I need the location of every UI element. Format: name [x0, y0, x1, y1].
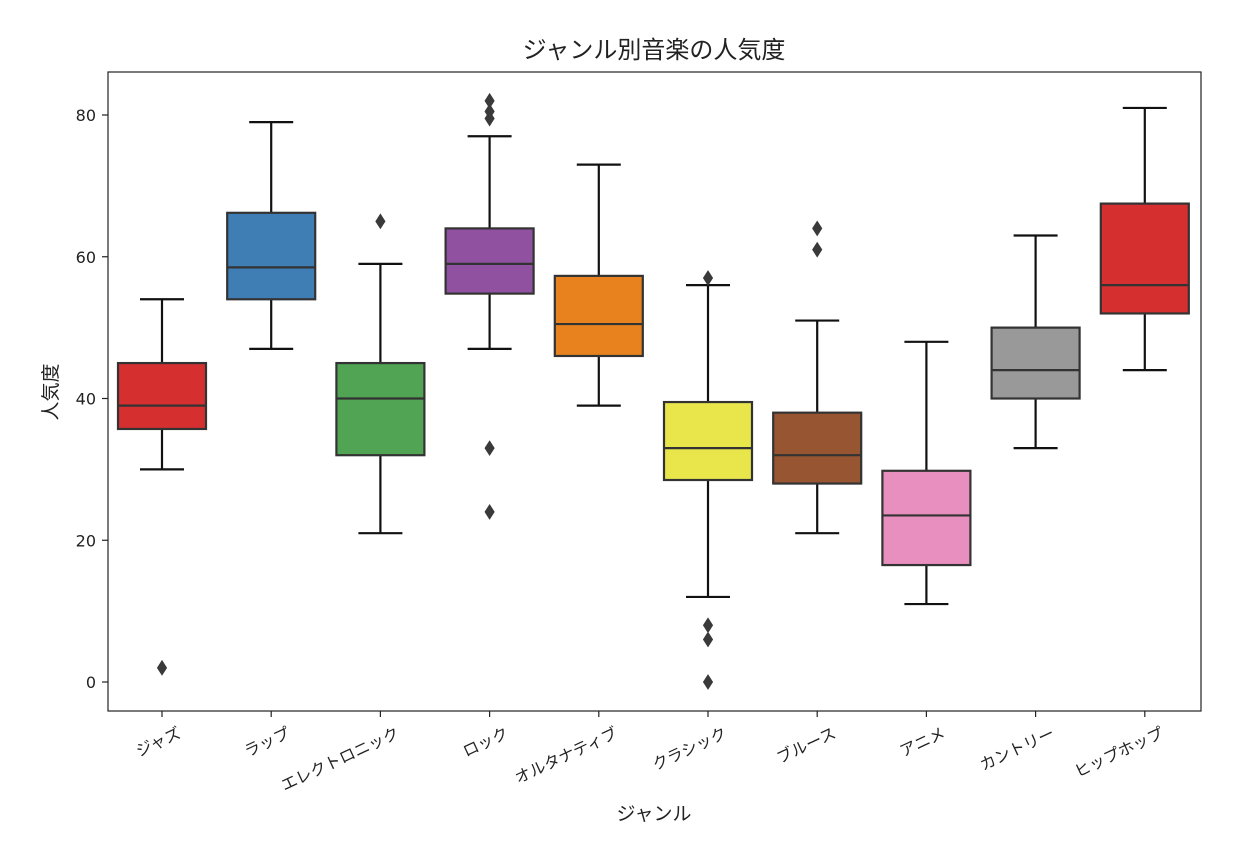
outlier-point	[156, 659, 168, 676]
box-group	[226, 120, 317, 350]
box-group	[1099, 106, 1190, 372]
x-tick-label: ラップ	[241, 723, 293, 761]
iqr-box	[444, 227, 535, 295]
outlier-point	[484, 440, 495, 457]
box-group	[772, 220, 863, 535]
plot-frame	[107, 71, 1202, 712]
outlier-point	[702, 631, 714, 648]
iqr-box	[226, 211, 317, 301]
iqr-box	[335, 361, 426, 457]
y-tick-label: 80	[76, 106, 96, 125]
x-tick-label: エレクトロニック	[278, 723, 402, 794]
x-tick-label: アニメ	[897, 723, 948, 760]
box-group	[335, 213, 426, 535]
iqr-box	[772, 411, 863, 485]
box-group	[662, 270, 754, 690]
outlier-point	[812, 220, 823, 237]
x-tick-label: ロック	[460, 723, 512, 761]
y-axis: 0 20 40 60 80	[76, 106, 108, 692]
iqr-box	[990, 326, 1081, 400]
outlier-point	[484, 92, 495, 109]
x-tick-label: オルタナティブ	[512, 723, 621, 787]
outlier-point	[484, 103, 495, 120]
x-axis-title: ジャンル	[616, 803, 691, 825]
y-tick-label: 20	[76, 531, 96, 550]
x-tick-label: カントリー	[977, 723, 1058, 774]
x-tick-label: ブルース	[774, 723, 839, 767]
box-group	[116, 298, 208, 676]
outlier-point	[702, 617, 714, 634]
chart-title: ジャンル別音楽の人気度	[523, 36, 786, 64]
box-group	[881, 340, 972, 606]
outlier-point	[702, 270, 714, 286]
iqr-box	[1099, 202, 1190, 315]
y-tick-label: 40	[76, 390, 96, 409]
outlier-point	[375, 213, 386, 230]
x-tick-label: ヒップホップ	[1071, 723, 1166, 781]
box-group	[553, 163, 644, 407]
y-tick-label: 60	[76, 248, 96, 267]
outlier-point	[702, 674, 714, 690]
y-axis-title: 人気度	[40, 363, 62, 420]
box-group	[444, 92, 535, 520]
box-group	[990, 234, 1081, 450]
outlier-point	[812, 241, 823, 258]
iqr-box	[116, 361, 208, 431]
iqr-box	[881, 469, 972, 567]
iqr-box	[662, 400, 754, 482]
plot-area	[116, 92, 1190, 690]
y-tick-label: 0	[86, 673, 96, 692]
iqr-box	[553, 274, 644, 358]
outlier-point	[484, 503, 495, 520]
x-tick-label: ジャズ	[133, 723, 184, 760]
x-tick-label: クラシック	[649, 723, 729, 774]
